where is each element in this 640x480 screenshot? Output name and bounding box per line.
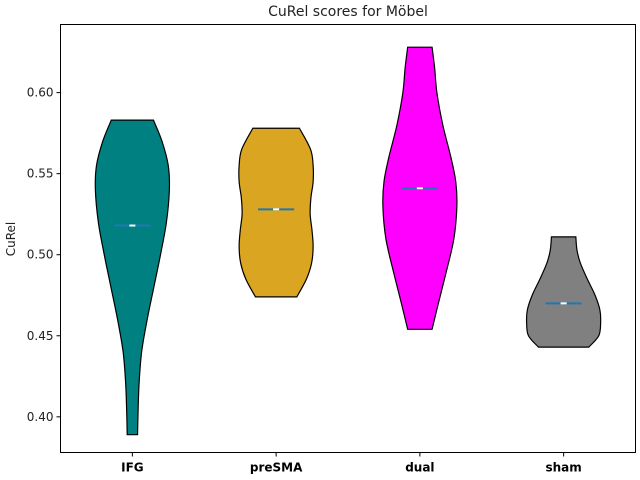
x-axis-ticks: IFG preSMA dual sham <box>121 452 582 475</box>
y-tick-label: 0.50 <box>27 248 54 262</box>
violin-body-preSMA <box>238 127 315 298</box>
chart-title: CuRel scores for Möbel <box>268 4 428 20</box>
y-axis-ticks: 0.40 0.45 0.50 0.55 0.60 <box>27 86 61 424</box>
y-tick-label: 0.45 <box>27 329 54 343</box>
y-axis-label: CuRel <box>4 222 18 257</box>
x-tick-label: IFG <box>121 461 144 475</box>
x-tick-label: preSMA <box>250 461 303 475</box>
y-tick-label: 0.60 <box>27 86 54 100</box>
y-tick-label: 0.40 <box>27 410 54 424</box>
x-tick-label: dual <box>405 461 434 475</box>
violin-body-IFG <box>94 119 171 436</box>
x-tick-label: sham <box>545 461 581 475</box>
violin-body-sham <box>525 236 602 348</box>
y-tick-label: 0.55 <box>27 167 54 181</box>
violin-group <box>94 46 602 436</box>
plot-area-frame <box>60 24 636 453</box>
